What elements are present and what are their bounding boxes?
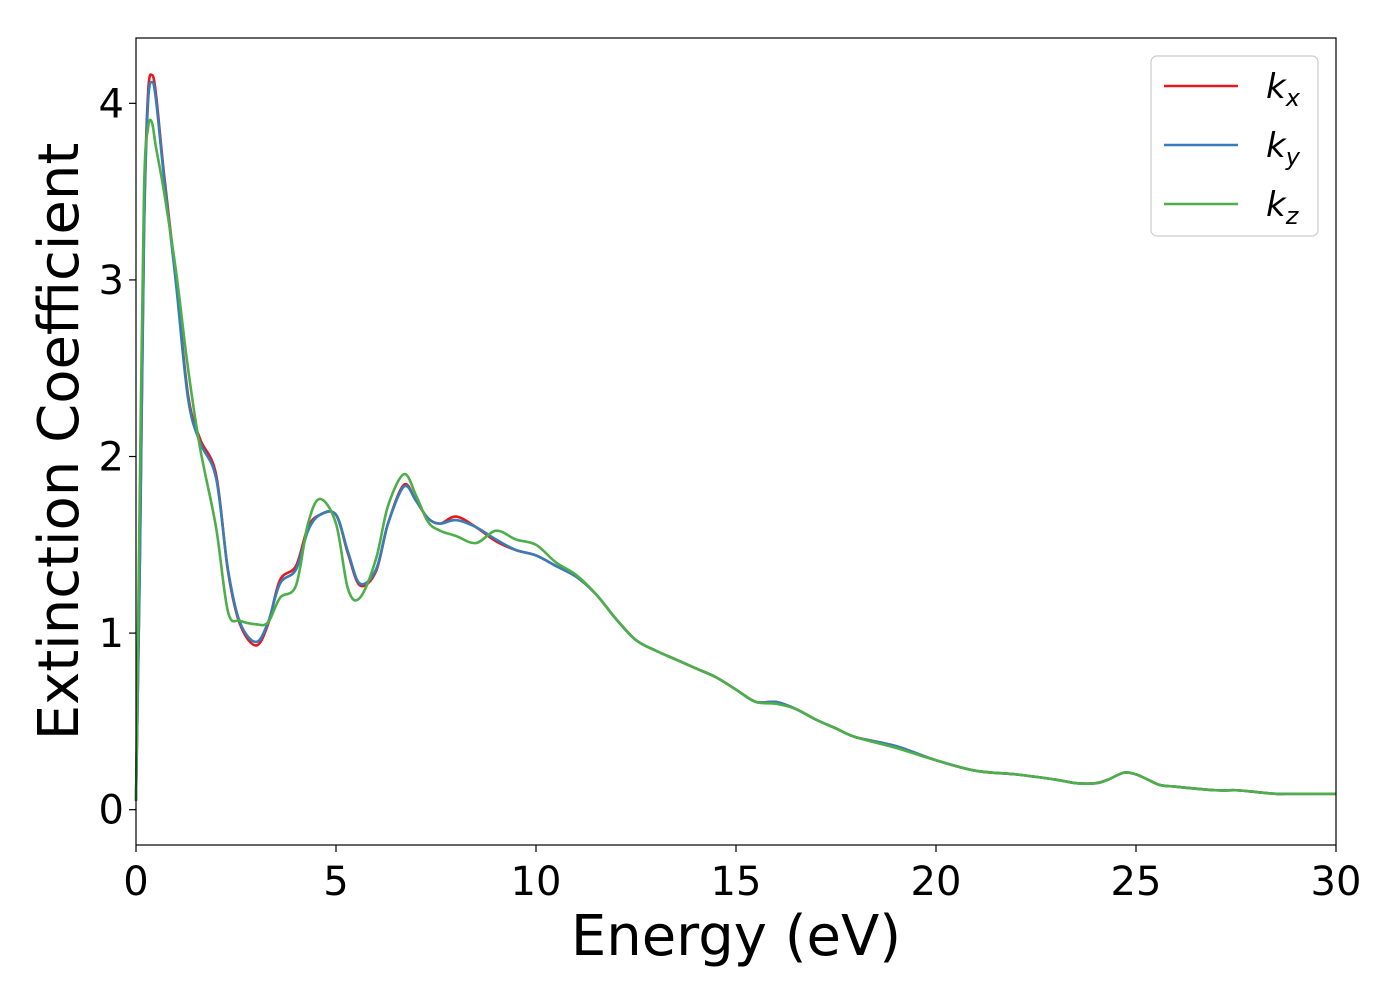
y-axis-label: Extinction Coefficient (27, 143, 92, 741)
series-line-kz (134, 118, 1336, 801)
y-tick-label: 1 (99, 611, 124, 657)
x-tick-label: 20 (911, 859, 962, 905)
x-tick-label: 5 (323, 859, 348, 905)
x-tick-label: 10 (511, 859, 562, 905)
legend-label-kz: kz (1266, 185, 1300, 230)
y-axis-ticks: 0 1 2 3 4 (99, 81, 136, 834)
y-tick-label: 0 (99, 788, 124, 834)
legend: kx ky kz (1150, 55, 1319, 237)
x-tick-label: 15 (711, 859, 762, 905)
legend-label-kx: kx (1266, 67, 1301, 112)
x-tick-label: 30 (1311, 859, 1362, 905)
x-axis-ticks: 0 5 10 15 20 25 30 (123, 845, 1361, 905)
y-tick-label: 2 (99, 435, 124, 481)
x-axis-label: Energy (eV) (571, 904, 901, 969)
y-tick-label: 3 (99, 258, 124, 304)
series-layer (134, 73, 1336, 801)
y-tick-label: 4 (99, 81, 124, 127)
x-tick-label: 25 (1111, 859, 1162, 905)
x-tick-label: 0 (123, 859, 148, 905)
legend-label-ky: ky (1266, 126, 1301, 171)
